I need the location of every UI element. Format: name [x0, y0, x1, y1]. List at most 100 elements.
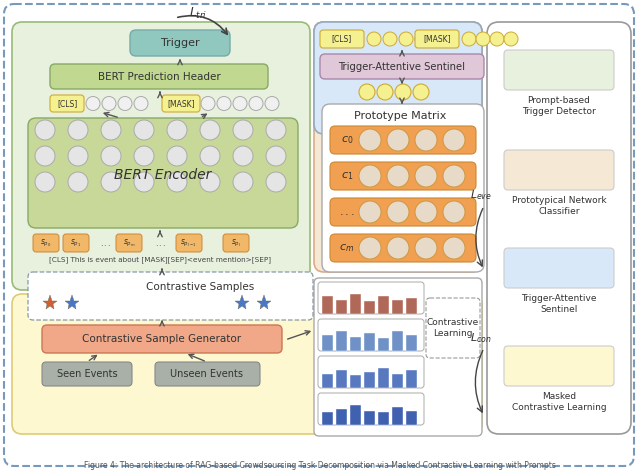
Circle shape [415, 201, 437, 223]
Text: $s_{p_m}$: $s_{p_m}$ [123, 237, 136, 248]
FancyBboxPatch shape [50, 95, 84, 112]
Text: Trigger-Attentive
Sentinel: Trigger-Attentive Sentinel [521, 294, 596, 314]
FancyBboxPatch shape [50, 64, 268, 89]
FancyBboxPatch shape [314, 22, 482, 134]
Circle shape [399, 32, 413, 46]
FancyBboxPatch shape [330, 234, 476, 262]
Circle shape [101, 120, 121, 140]
FancyBboxPatch shape [322, 104, 484, 272]
Circle shape [367, 32, 381, 46]
Text: $L_{tri}$: $L_{tri}$ [189, 5, 207, 20]
Text: $c_0$: $c_0$ [340, 134, 353, 146]
Text: $...$: $...$ [339, 207, 355, 217]
Circle shape [68, 146, 88, 166]
FancyBboxPatch shape [320, 54, 484, 79]
FancyBboxPatch shape [130, 30, 230, 56]
Text: [CLS]: [CLS] [332, 35, 352, 44]
Circle shape [413, 84, 429, 100]
FancyBboxPatch shape [415, 30, 459, 48]
FancyBboxPatch shape [330, 162, 476, 190]
Bar [392, 374, 403, 388]
Text: $L_{con}$: $L_{con}$ [470, 331, 492, 345]
Circle shape [462, 32, 476, 46]
Bar [406, 370, 417, 388]
Circle shape [359, 201, 381, 223]
Bar [322, 296, 333, 314]
Circle shape [101, 172, 121, 192]
Circle shape [443, 237, 465, 259]
Circle shape [233, 172, 253, 192]
FancyBboxPatch shape [314, 22, 482, 272]
FancyBboxPatch shape [314, 278, 482, 436]
Bar [350, 405, 361, 425]
Circle shape [395, 84, 411, 100]
Circle shape [200, 172, 220, 192]
Bar [336, 300, 347, 314]
Circle shape [415, 237, 437, 259]
Bar [364, 333, 375, 351]
Text: Trigger-Attentive Sentinel: Trigger-Attentive Sentinel [339, 62, 465, 72]
Bar [364, 301, 375, 314]
Text: $c_m$: $c_m$ [339, 242, 355, 254]
Circle shape [377, 84, 393, 100]
FancyBboxPatch shape [318, 393, 424, 425]
Bar [378, 296, 389, 314]
Text: Contrastive Samples: Contrastive Samples [146, 282, 254, 292]
Circle shape [359, 237, 381, 259]
Bar [406, 335, 417, 351]
Bar [336, 370, 347, 388]
Circle shape [134, 120, 154, 140]
Text: $...$: $...$ [100, 238, 112, 247]
Bar [392, 407, 403, 425]
FancyBboxPatch shape [487, 22, 631, 434]
Text: $s_{p_{l-1}}$: $s_{p_{l-1}}$ [180, 237, 198, 248]
Bar [364, 410, 375, 425]
Circle shape [35, 120, 55, 140]
FancyBboxPatch shape [504, 346, 614, 386]
Text: $s_{p_1}$: $s_{p_1}$ [70, 237, 82, 248]
Text: [MASK]: [MASK] [167, 99, 195, 108]
FancyBboxPatch shape [33, 234, 59, 252]
Bar [364, 372, 375, 388]
Bar [322, 335, 333, 351]
Circle shape [476, 32, 490, 46]
Circle shape [134, 146, 154, 166]
FancyBboxPatch shape [12, 22, 310, 290]
Circle shape [167, 146, 187, 166]
FancyBboxPatch shape [4, 4, 634, 466]
Text: Contrastive Sample Generator: Contrastive Sample Generator [83, 334, 241, 344]
Text: $L_{eve}$: $L_{eve}$ [470, 188, 492, 202]
Text: $c_1$: $c_1$ [341, 170, 353, 182]
FancyBboxPatch shape [504, 150, 614, 190]
Text: BERT Prediction Header: BERT Prediction Header [98, 72, 220, 82]
Text: Figure 4: The architecture of RAG-based Crowdsourcing Task Decomposition via Mas: Figure 4: The architecture of RAG-based … [84, 462, 556, 471]
Text: Prototype Matrix: Prototype Matrix [354, 111, 446, 121]
Text: $s_{p_l}$: $s_{p_l}$ [231, 237, 241, 248]
Circle shape [167, 120, 187, 140]
Circle shape [387, 129, 409, 151]
Circle shape [118, 97, 132, 110]
FancyBboxPatch shape [12, 294, 482, 434]
Circle shape [387, 165, 409, 187]
Circle shape [443, 129, 465, 151]
Circle shape [167, 172, 187, 192]
FancyBboxPatch shape [28, 118, 298, 228]
Circle shape [266, 172, 286, 192]
FancyBboxPatch shape [330, 126, 476, 154]
Circle shape [415, 32, 429, 46]
FancyBboxPatch shape [318, 319, 424, 351]
Circle shape [217, 97, 231, 110]
Circle shape [415, 129, 437, 151]
Text: Prototypical Network
Classifier: Prototypical Network Classifier [512, 196, 606, 216]
Text: $...$: $...$ [156, 238, 166, 247]
Bar [322, 412, 333, 425]
Circle shape [233, 97, 247, 110]
FancyBboxPatch shape [42, 325, 282, 353]
Circle shape [201, 97, 215, 110]
FancyBboxPatch shape [504, 50, 614, 90]
FancyBboxPatch shape [320, 30, 364, 48]
Text: Trigger: Trigger [161, 38, 199, 48]
Circle shape [266, 120, 286, 140]
Text: Contrastive
Learning: Contrastive Learning [427, 319, 479, 337]
Bar [406, 298, 417, 314]
